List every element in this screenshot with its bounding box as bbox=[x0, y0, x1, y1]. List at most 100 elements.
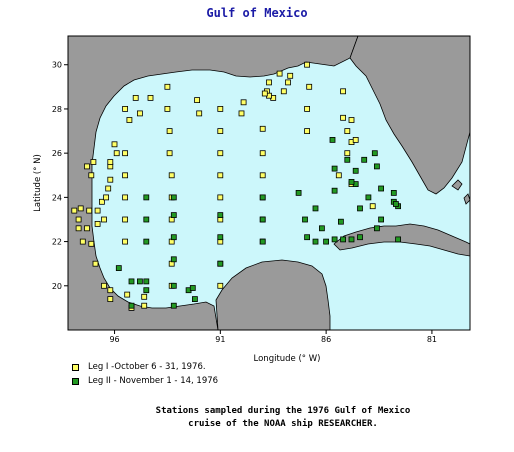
station-leg2 bbox=[143, 278, 150, 285]
land-bahamas bbox=[451, 179, 470, 205]
station-leg1 bbox=[352, 136, 359, 143]
station-leg1 bbox=[164, 83, 171, 90]
station-leg2 bbox=[128, 302, 135, 309]
station-leg1 bbox=[335, 172, 342, 179]
station-leg2 bbox=[217, 260, 224, 267]
map-frame bbox=[67, 35, 471, 331]
station-leg1 bbox=[86, 207, 93, 214]
station-leg1 bbox=[340, 88, 347, 95]
station-leg2 bbox=[170, 212, 177, 219]
station-leg2 bbox=[189, 285, 196, 291]
station-leg2 bbox=[295, 189, 302, 196]
station-leg2 bbox=[170, 256, 177, 263]
station-leg1 bbox=[105, 185, 112, 192]
legend-swatch-leg2 bbox=[72, 377, 79, 385]
land-yucatan bbox=[215, 259, 331, 330]
land-florida bbox=[349, 36, 470, 195]
station-leg2 bbox=[259, 216, 266, 223]
station-leg2 bbox=[143, 287, 150, 294]
station-leg1 bbox=[259, 125, 266, 132]
station-leg1 bbox=[94, 207, 101, 214]
legend-label-leg2: Leg II - November 1 - 14, 1976 bbox=[88, 376, 219, 386]
station-leg2 bbox=[371, 150, 378, 157]
station-leg1 bbox=[166, 128, 173, 135]
station-leg2 bbox=[170, 282, 177, 289]
y-tick-label: 20 bbox=[52, 282, 62, 291]
station-leg1 bbox=[344, 128, 351, 135]
x-tick-label: 96 bbox=[109, 335, 119, 344]
x-tick-label: 86 bbox=[321, 335, 331, 344]
station-leg2 bbox=[217, 234, 224, 241]
station-leg2 bbox=[352, 167, 359, 174]
y-axis-label: Latitude (° N) bbox=[33, 154, 43, 212]
station-leg1 bbox=[122, 238, 128, 245]
station-leg2 bbox=[373, 225, 380, 232]
station-leg1 bbox=[107, 159, 114, 165]
station-leg2 bbox=[170, 194, 177, 201]
station-leg2 bbox=[323, 238, 330, 245]
station-leg1 bbox=[84, 163, 90, 170]
station-leg1 bbox=[75, 216, 82, 223]
station-leg1 bbox=[132, 95, 139, 101]
station-leg2 bbox=[170, 302, 177, 309]
station-leg2 bbox=[395, 236, 402, 243]
station-leg2 bbox=[136, 278, 143, 285]
station-leg2 bbox=[348, 236, 355, 243]
y-tick-label: 26 bbox=[52, 149, 62, 158]
station-leg2 bbox=[318, 225, 325, 232]
station-leg2 bbox=[302, 216, 308, 223]
station-leg1 bbox=[103, 194, 109, 201]
station-leg1 bbox=[280, 88, 287, 95]
station-leg2 bbox=[170, 234, 177, 241]
station-leg1 bbox=[79, 238, 86, 245]
station-leg1 bbox=[306, 83, 313, 90]
station-leg1 bbox=[287, 72, 294, 79]
station-leg2 bbox=[143, 216, 150, 223]
station-leg2 bbox=[259, 238, 266, 245]
figure-caption: Stations sampled during the 1976 Gulf of… bbox=[118, 405, 448, 431]
station-leg1 bbox=[122, 216, 128, 223]
station-leg2 bbox=[392, 201, 399, 207]
station-leg1 bbox=[261, 90, 268, 97]
station-leg1 bbox=[84, 225, 90, 232]
station-leg1 bbox=[122, 194, 128, 201]
station-leg2 bbox=[348, 178, 355, 185]
station-leg1 bbox=[259, 172, 266, 179]
caption-line-1: Stations sampled during the 1976 Gulf of… bbox=[155, 406, 411, 416]
station-leg2 bbox=[143, 238, 150, 245]
station-leg2 bbox=[373, 163, 380, 170]
legend-item-leg1: Leg I -October 6 - 31, 1976. bbox=[72, 362, 206, 372]
station-leg1 bbox=[217, 150, 224, 157]
x-tick-label: 91 bbox=[215, 335, 225, 344]
station-leg1 bbox=[166, 150, 173, 157]
station-leg1 bbox=[101, 282, 107, 289]
station-leg1 bbox=[122, 172, 128, 179]
caption-line-2: cruise of the NOAA ship RESEARCHER. bbox=[188, 419, 378, 429]
station-leg1 bbox=[217, 194, 224, 201]
map-title: Gulf of Mexico bbox=[206, 6, 308, 20]
station-leg2 bbox=[329, 136, 336, 143]
station-leg2 bbox=[337, 218, 344, 225]
x-axis-label: Longitude (° W) bbox=[254, 354, 321, 364]
station-leg1 bbox=[126, 117, 133, 123]
station-leg1 bbox=[141, 293, 148, 300]
station-leg2 bbox=[312, 205, 319, 212]
station-leg1 bbox=[107, 176, 114, 183]
y-ticks: 30 28 26 24 22 20 bbox=[52, 61, 68, 291]
station-leg1 bbox=[304, 106, 311, 112]
station-leg1 bbox=[111, 141, 118, 148]
station-leg1 bbox=[217, 282, 224, 289]
station-leg1 bbox=[88, 240, 95, 247]
station-leg1 bbox=[369, 203, 376, 210]
station-leg1 bbox=[217, 172, 224, 179]
station-leg1 bbox=[304, 128, 311, 135]
station-leg1 bbox=[217, 106, 224, 112]
y-tick-label: 24 bbox=[52, 193, 62, 202]
station-leg1 bbox=[147, 95, 154, 101]
station-leg2 bbox=[128, 278, 135, 285]
station-leg1 bbox=[266, 79, 272, 86]
station-leg1 bbox=[136, 110, 143, 117]
station-leg1 bbox=[238, 110, 245, 117]
station-leg2 bbox=[390, 189, 397, 196]
station-leg1 bbox=[122, 150, 128, 157]
